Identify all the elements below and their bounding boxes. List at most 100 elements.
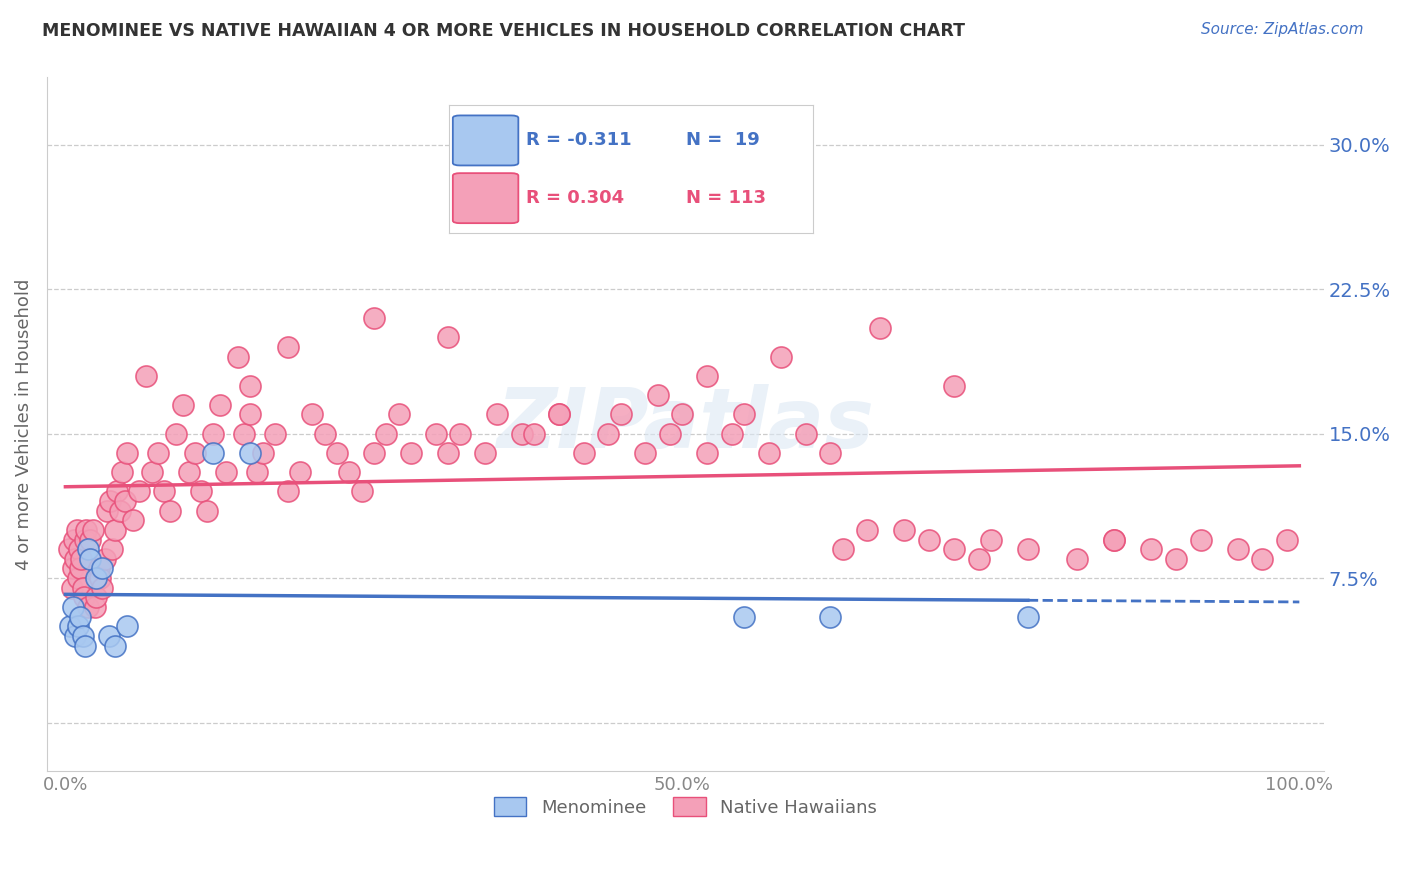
Point [1102, 533, 1125, 547]
Point [1102, 533, 1125, 547]
Point [128, 484, 150, 499]
Point [76, 542, 98, 557]
Point [98, 494, 121, 508]
Point [696, 368, 718, 383]
Point [58, 542, 80, 557]
Point [67, 542, 90, 557]
Point [208, 398, 231, 412]
Point [79, 552, 101, 566]
Point [276, 484, 298, 499]
Point [548, 408, 571, 422]
Point [195, 504, 218, 518]
Point [1189, 533, 1212, 547]
Point [69, 609, 91, 624]
Point [115, 446, 138, 460]
Point [598, 426, 620, 441]
Point [326, 446, 349, 460]
Point [177, 465, 200, 479]
Point [84, 571, 107, 585]
Point [62, 561, 84, 575]
Point [60, 581, 83, 595]
Point [94, 552, 117, 566]
Point [70, 552, 93, 566]
Point [115, 619, 138, 633]
Point [425, 426, 447, 441]
Point [66, 619, 89, 633]
Point [869, 320, 891, 334]
Point [108, 504, 131, 518]
Point [239, 408, 262, 422]
Point [314, 426, 336, 441]
Point [276, 340, 298, 354]
Point [671, 408, 693, 422]
Point [363, 446, 385, 460]
Point [1164, 552, 1187, 566]
Point [84, 600, 107, 615]
Point [76, 600, 98, 615]
Point [659, 426, 682, 441]
Point [831, 542, 853, 557]
Point [122, 513, 145, 527]
Point [190, 484, 212, 499]
Point [437, 330, 460, 344]
Point [399, 446, 422, 460]
Point [111, 465, 134, 479]
Point [942, 378, 965, 392]
Point [141, 465, 163, 479]
Point [1251, 552, 1274, 566]
Point [72, 629, 94, 643]
Point [91, 581, 114, 595]
Point [350, 484, 373, 499]
Point [794, 426, 817, 441]
Y-axis label: 4 or more Vehicles in Household: 4 or more Vehicles in Household [15, 278, 32, 570]
Point [252, 446, 274, 460]
Point [65, 629, 87, 643]
Point [62, 600, 84, 615]
Point [820, 446, 842, 460]
Point [226, 350, 249, 364]
Point [82, 523, 104, 537]
Point [733, 609, 755, 624]
Legend: Menominee, Native Hawaiians: Menominee, Native Hawaiians [486, 790, 884, 824]
Point [233, 426, 256, 441]
Point [104, 639, 127, 653]
Text: ZIPatlas: ZIPatlas [496, 384, 875, 465]
Text: Source: ZipAtlas.com: Source: ZipAtlas.com [1201, 22, 1364, 37]
Point [239, 378, 262, 392]
Point [75, 523, 97, 537]
Point [609, 408, 631, 422]
Point [387, 408, 409, 422]
Point [153, 484, 176, 499]
Point [918, 533, 941, 547]
Point [84, 591, 107, 605]
Point [733, 408, 755, 422]
Text: MENOMINEE VS NATIVE HAWAIIAN 4 OR MORE VEHICLES IN HOUSEHOLD CORRELATION CHART: MENOMINEE VS NATIVE HAWAIIAN 4 OR MORE V… [42, 22, 965, 40]
Point [184, 446, 207, 460]
Point [1017, 609, 1039, 624]
Point [1066, 552, 1088, 566]
Point [942, 542, 965, 557]
Point [437, 446, 460, 460]
Point [363, 311, 385, 326]
Point [79, 533, 101, 547]
Point [634, 446, 657, 460]
Point [63, 533, 86, 547]
Point [97, 629, 120, 643]
Point [65, 552, 87, 566]
Point [59, 619, 82, 633]
Point [91, 561, 114, 575]
Point [486, 195, 509, 210]
Point [820, 609, 842, 624]
Point [337, 465, 360, 479]
Point [486, 408, 509, 422]
Point [696, 446, 718, 460]
Point [720, 426, 742, 441]
Point [72, 581, 94, 595]
Point [239, 446, 262, 460]
Point [69, 561, 91, 575]
Point [89, 571, 111, 585]
Point [172, 398, 194, 412]
Point [474, 446, 496, 460]
Point [770, 350, 793, 364]
Point [104, 523, 127, 537]
